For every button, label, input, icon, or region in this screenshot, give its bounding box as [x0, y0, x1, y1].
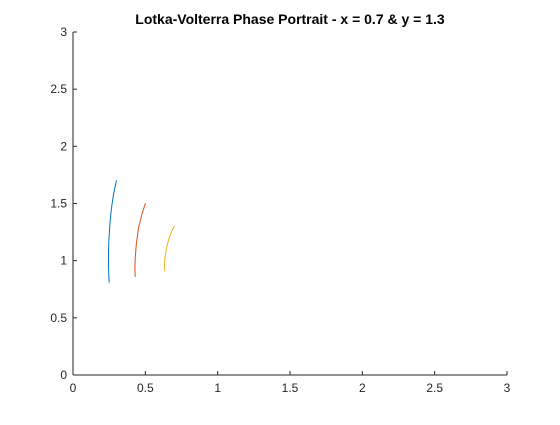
axes: 0 0.5 1 1.5 2 2.5 3 0 0.5 1 1.5 2 2.5 3: [50, 25, 510, 395]
x-tick-label: 0: [70, 381, 77, 395]
x-tick-label: 2: [359, 381, 366, 395]
x-tick-label: 1: [214, 381, 221, 395]
series-line-3: [164, 226, 174, 271]
x-tick-label: 0.5: [137, 381, 154, 395]
y-tick-label: 0.5: [50, 311, 67, 325]
y-tick-label: 2: [60, 139, 67, 153]
x-tick-label: 3: [504, 381, 511, 395]
x-tick-label: 1.5: [282, 381, 299, 395]
y-tick-label: 3: [60, 25, 67, 39]
series-line-1: [108, 181, 116, 283]
y-tick-label: 1.5: [50, 197, 67, 211]
y-tick-label: 2.5: [50, 82, 67, 96]
x-tick-label: 2.5: [426, 381, 443, 395]
y-tick-label: 0: [60, 368, 67, 382]
series-line-2: [135, 204, 145, 277]
chart-title: Lotka-Volterra Phase Portrait - x = 0.7 …: [135, 11, 445, 27]
series-lines: [108, 181, 174, 283]
y-tick-label: 1: [60, 254, 67, 268]
